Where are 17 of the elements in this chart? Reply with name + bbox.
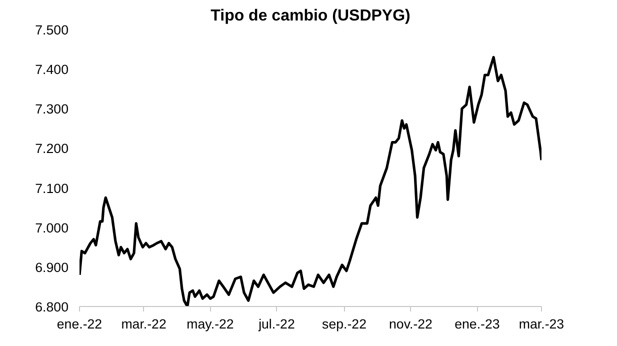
y-tick-label: 6.900 xyxy=(35,260,69,275)
x-tick-label: mar.-23 xyxy=(518,316,564,332)
x-tick-label: ene.-22 xyxy=(56,316,102,332)
x-tick-label: may.-22 xyxy=(186,316,234,332)
y-tick-label: 7.300 xyxy=(35,102,69,117)
x-tick-label: ene.-23 xyxy=(454,316,500,332)
y-tick-label: 7.200 xyxy=(35,141,69,156)
y-tick-label: 7.500 xyxy=(35,22,69,38)
x-tick-label: nov.-22 xyxy=(389,316,432,332)
y-tick-label: 6.800 xyxy=(35,300,69,314)
y-tick-label: 7.400 xyxy=(35,62,69,78)
x-tick-label: mar.-22 xyxy=(121,316,166,332)
y-tick-label: 7.000 xyxy=(35,220,69,236)
x-tick-label: sep.-22 xyxy=(322,316,367,332)
x-tick-label: jul.-22 xyxy=(258,316,295,332)
chart-title: Tipo de cambio (USDPYG) xyxy=(210,8,410,24)
y-tick-label: 7.100 xyxy=(35,180,69,196)
